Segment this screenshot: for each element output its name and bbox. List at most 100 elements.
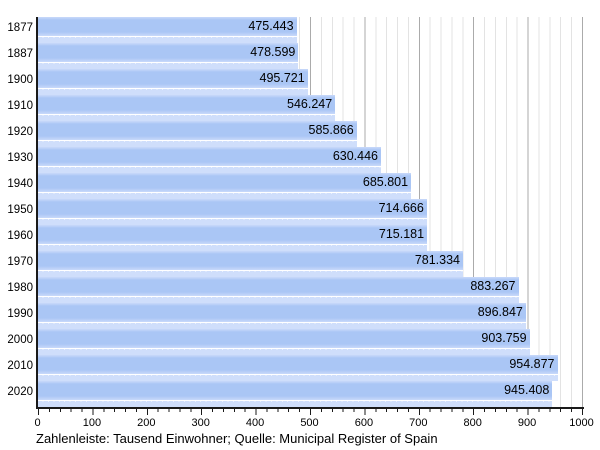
x-axis-tick-marks: [37, 408, 584, 415]
bar-tile-strip: [38, 375, 558, 381]
bar-fill: 630.446: [38, 147, 381, 166]
bar-value-label: 883.267: [470, 279, 516, 293]
bar-value-label: 495.721: [259, 71, 305, 85]
year-label: 1960: [7, 230, 33, 242]
x-tick-label: 400: [245, 417, 265, 429]
bar-tile-strip: [38, 167, 381, 173]
bar-separator: [38, 322, 526, 323]
bar-value-label: 714.666: [378, 201, 424, 215]
bar-fill: 954.877: [38, 355, 558, 374]
population-bar: 478.599: [38, 43, 299, 69]
year-label: 1950: [7, 204, 33, 216]
population-bar: 546.247: [38, 95, 336, 121]
x-tick-label: 800: [463, 417, 482, 429]
population-bar: 896.847: [38, 303, 526, 329]
bar-separator: [38, 140, 357, 141]
bar-value-label: 954.877: [509, 357, 555, 371]
bar-tile-strip: [38, 89, 308, 95]
bar-tile-strip: [38, 271, 463, 277]
bar-separator: [38, 400, 553, 401]
bar-fill: 903.759: [38, 329, 530, 348]
bar-value-label: 630.446: [332, 149, 378, 163]
year-label: 1920: [7, 126, 33, 138]
bar-tile-strip: [38, 63, 299, 69]
bar-value-label: 781.334: [414, 253, 460, 267]
bar-tile-strip: [38, 141, 357, 147]
bar-separator: [38, 166, 381, 167]
x-tick-label: 700: [409, 417, 428, 429]
population-bar: 903.759: [38, 329, 530, 355]
bar-fill: 475.443: [38, 17, 297, 36]
population-bar: 715.181: [38, 225, 428, 251]
x-tick-label: 500: [300, 417, 319, 429]
bar-fill: 714.666: [38, 199, 427, 218]
y-axis-line: [36, 17, 38, 408]
bar-fill: 546.247: [38, 95, 336, 114]
bar-value-label: 685.801: [362, 175, 409, 189]
x-tick-label: 900: [517, 417, 537, 429]
year-label: 1877: [7, 22, 33, 34]
bar-separator: [38, 88, 308, 89]
bar-value-label: 903.759: [481, 331, 527, 345]
bar-tile-strip: [38, 219, 427, 225]
population-bar: 945.408: [38, 381, 553, 407]
bar-fill: 715.181: [38, 225, 428, 244]
year-label: 2000: [7, 334, 33, 346]
bar-tile-strip: [38, 297, 519, 303]
bar-fill: 585.866: [38, 121, 357, 140]
population-bar: 585.866: [38, 121, 357, 147]
population-bar: 954.877: [38, 355, 558, 381]
bar-tile-strip: [38, 37, 297, 43]
bar-fill: 478.599: [38, 43, 299, 62]
bar-separator: [38, 374, 558, 375]
population-bar: 883.267: [38, 277, 519, 303]
bar-value-label: 896.847: [477, 305, 523, 319]
bar-tile-strip: [38, 349, 530, 355]
bar-separator: [38, 36, 297, 37]
x-tick-label: 0: [34, 417, 41, 429]
bar-separator: [38, 218, 427, 219]
population-bar: 685.801: [38, 173, 412, 199]
population-bar: 781.334: [38, 251, 463, 277]
x-tick-label: 200: [137, 417, 156, 429]
bar-tile-strip: [38, 401, 553, 407]
year-label: 1940: [7, 178, 33, 190]
bar-separator: [38, 296, 519, 297]
bar-fill: 883.267: [38, 277, 519, 296]
bar-value-label: 475.443: [248, 19, 294, 33]
bar-value-label: 585.866: [308, 123, 354, 137]
bar-fill: 781.334: [38, 251, 463, 270]
year-label: 1900: [7, 74, 33, 86]
year-label: 1970: [7, 256, 33, 268]
bar-tile-strip: [38, 245, 428, 251]
bar-separator: [38, 192, 412, 193]
year-label: 2010: [7, 360, 33, 372]
bar-fill: 896.847: [38, 303, 526, 322]
bar-tile-strip: [38, 115, 336, 121]
bar-separator: [38, 62, 299, 63]
bar-value-label: 546.247: [287, 97, 333, 111]
bar-fill: 685.801: [38, 173, 412, 192]
x-tick-label: 600: [354, 417, 374, 429]
bar-tile-strip: [38, 193, 412, 199]
population-bar: 630.446: [38, 147, 381, 173]
bar-value-label: 478.599: [250, 45, 296, 59]
bar-separator: [38, 348, 530, 349]
x-tick-label: 1000: [569, 417, 594, 429]
year-label: 2020: [7, 386, 33, 398]
population-bar: 714.666: [38, 199, 427, 225]
bar-fill: 945.408: [38, 381, 553, 400]
year-label: 1990: [7, 308, 33, 320]
year-label: 1887: [7, 48, 33, 60]
population-bar: 475.443: [38, 17, 297, 43]
bar-separator: [38, 114, 336, 115]
x-axis-line: [36, 407, 584, 409]
bar-tile-strip: [38, 323, 526, 329]
bar-value-label: 945.408: [504, 383, 550, 397]
year-label: 1980: [7, 282, 33, 294]
year-label: 1910: [7, 100, 33, 112]
chart-caption: Zahlenleiste: Tausend Einwohner; Quelle:…: [36, 431, 438, 446]
x-tick-label: 300: [191, 417, 210, 429]
year-label: 1930: [7, 152, 33, 164]
